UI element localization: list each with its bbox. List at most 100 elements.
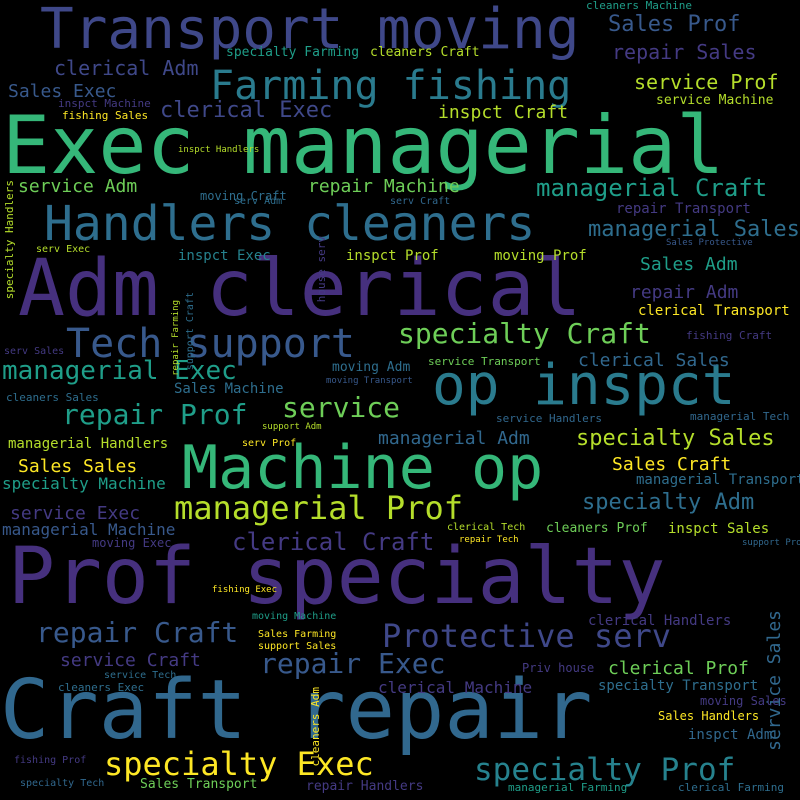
cloud-word-moving-craft: moving Craft (200, 189, 287, 203)
cloud-word-sales-exec: Sales Exec (8, 81, 117, 102)
cloud-word-inspct-machine: inspct Machine (58, 97, 151, 110)
cloud-word-clerical-tech: clerical Tech (447, 522, 526, 533)
cloud-word-cleaners-exec: cleaners Exec (58, 681, 145, 694)
cloud-word-sales-transport: Sales Transport (140, 777, 258, 792)
cloud-word-house-serv: house serv (315, 236, 328, 303)
cloud-word-sales-handlers: Sales Handlers (658, 709, 760, 723)
cloud-word-farming-fishing: Farming fishing (210, 63, 572, 109)
cloud-word-serv-prof: serv Prof (242, 438, 297, 449)
cloud-word-repair-farming: repair Farming (171, 300, 181, 376)
cloud-word-clerical-machine: clerical Machine (378, 678, 533, 697)
cloud-word-moving-transport: moving Transport (326, 376, 413, 386)
cloud-word-inspct-craft: inspct Craft (438, 102, 569, 123)
cloud-word-inspct-sales: inspct Sales (668, 521, 770, 537)
cloud-word-repair-tech: repair Tech (459, 535, 519, 545)
cloud-word-specialty-transport: specialty Transport (598, 678, 759, 694)
cloud-word-clerical-farming: clerical Farming (678, 781, 784, 794)
cloud-word-clerical-handlers: clerical Handlers (588, 613, 732, 629)
cloud-word-tech-support: Tech support (66, 321, 355, 367)
cloud-word-specialty-tech: specialty Tech (20, 778, 105, 789)
cloud-word-specialty-adm: specialty Adm (582, 490, 755, 515)
cloud-word-prof-specialty: Prof specialty (8, 532, 666, 622)
cloud-word-support-craft: support Craft (185, 292, 196, 371)
cloud-word-managerial-prof: managerial Prof (174, 489, 463, 527)
cloud-word-managerial-craft: managerial Craft (536, 174, 768, 202)
cloud-word-sales-adm: Sales Adm (640, 254, 738, 275)
cloud-word-specialty-craft: specialty Craft (398, 317, 651, 350)
cloud-word-repair-prof: repair Prof (62, 398, 248, 431)
cloud-word-op-inspct: op inspct (432, 353, 736, 418)
cloud-word-handlers-cleaners: Handlers cleaners (44, 196, 536, 252)
cloud-word-moving-sales: moving Sales (700, 694, 787, 708)
cloud-word-cleaners-sales: cleaners Sales (6, 391, 99, 404)
cloud-word-managerial-machine: managerial Machine (2, 520, 176, 539)
cloud-word-exec-managerial: Exec managerial (2, 99, 725, 192)
cloud-word-clerical-prof: clerical Prof (608, 658, 749, 679)
cloud-word-service-prof: service Prof (634, 70, 779, 94)
cloud-word-moving-prof: moving Prof (494, 248, 587, 264)
cloud-word-moving-adm: moving Adm (332, 360, 411, 375)
cloud-word-specialty-machine: specialty Machine (2, 474, 166, 493)
cloud-word-transport-moving: Transport moving (40, 0, 580, 62)
cloud-word-craft-repair: Craft repair (0, 663, 593, 758)
cloud-word-managerial-transport: managerial Transport (636, 472, 800, 488)
cloud-word-serv-craft: serv Craft (390, 196, 451, 207)
cloud-word-priv-house: Priv house (522, 661, 595, 675)
cloud-word-support-sales: support Sales (258, 641, 337, 652)
cloud-word-repair-adm: repair Adm (630, 282, 739, 303)
cloud-word-repair-craft: repair Craft (36, 616, 239, 649)
cloud-word-cleaners-prof: cleaners Prof (546, 521, 648, 536)
cloud-word-clerical-adm: clerical Adm (54, 56, 199, 80)
cloud-word-specialty-prof: specialty Prof (474, 752, 736, 788)
cloud-word-serv-adm: serv Adm (234, 196, 283, 207)
cloud-word-service-adm: service Adm (18, 176, 138, 197)
cloud-word-sales-protective: Sales Protective (666, 238, 753, 248)
cloud-word-cleaners-craft: cleaners Craft (370, 45, 480, 60)
cloud-word-managerial-exec: managerial Exec (2, 356, 237, 386)
cloud-word-machine-op: Machine op (182, 433, 544, 503)
cloud-word-serv-exec: serv Exec (36, 244, 91, 255)
cloud-word-fishing-exec: fishing Exec (212, 585, 278, 595)
cloud-word-serv-sales: serv Sales (4, 346, 65, 357)
cloud-word-moving-machine: moving Machine (252, 611, 337, 622)
cloud-word-service-handlers: service Handlers (496, 412, 602, 425)
cloud-word-repair-sales: repair Sales (612, 40, 757, 64)
cloud-word-managerial-farming: managerial Farming (508, 781, 628, 794)
cloud-word-specialty-handlers: specialty Handlers (3, 180, 16, 300)
cloud-word-service-transport: service Transport (428, 355, 541, 368)
cloud-word-fishing-prof: fishing Prof (14, 755, 87, 766)
cloud-word-specialty-farming: specialty Farming (226, 45, 360, 60)
cloud-word-service-tech: service Tech (104, 670, 177, 681)
cloud-word-inspct-adm: inspct Adm (688, 727, 773, 743)
cloud-word-repair-handlers: repair Handlers (306, 779, 424, 794)
cloud-word-repair-machine: repair Machine (308, 176, 460, 197)
cloud-word-moving-exec: moving Exec (92, 536, 172, 550)
cloud-word-inspct-handlers: inspct Handlers (178, 145, 260, 155)
cloud-word-managerial-tech: managerial Tech (690, 410, 790, 423)
cloud-word-repair-transport: repair Transport (616, 201, 751, 217)
cloud-word-inspct-exec: inspct Exec (178, 248, 271, 264)
cloud-word-sales-craft: Sales Craft (612, 454, 732, 475)
cloud-word-clerical-sales: clerical Sales (578, 350, 730, 371)
cloud-word-service: service (282, 391, 401, 424)
cloud-word-cleaners-adm: cleaners Adm (309, 687, 322, 767)
cloud-word-adm-clerical: Adm clerical (18, 244, 582, 334)
cloud-word-specialty-sales: specialty Sales (576, 426, 775, 451)
cloud-word-sales-sales: Sales Sales (18, 456, 138, 477)
cloud-word-cleaners-machine: cleaners Machine (586, 0, 692, 12)
cloud-word-sales-machine: Sales Machine (174, 381, 284, 397)
cloud-word-sales-farming: Sales Farming (258, 629, 337, 640)
cloud-word-clerical-craft: clerical Craft (232, 528, 435, 556)
cloud-word-inspct-prof: inspct Prof (346, 248, 439, 264)
cloud-word-sales-prof: Sales Prof (608, 12, 741, 37)
cloud-word-service-machine: service Machine (656, 93, 774, 108)
cloud-word-clerical-exec: clerical Exec (160, 98, 333, 123)
cloud-word-clerical-transport: clerical Transport (638, 303, 790, 319)
cloud-word-service-exec: service Exec (10, 503, 141, 524)
cloud-word-support-prof: support Prof (742, 538, 800, 548)
cloud-word-protective-serv: Protective serv (382, 617, 671, 655)
cloud-word-managerial-adm: managerial Adm (378, 428, 530, 449)
cloud-word-fishing-sales: fishing Sales (62, 109, 149, 122)
cloud-word-managerial-handlers: managerial Handlers (8, 436, 169, 452)
